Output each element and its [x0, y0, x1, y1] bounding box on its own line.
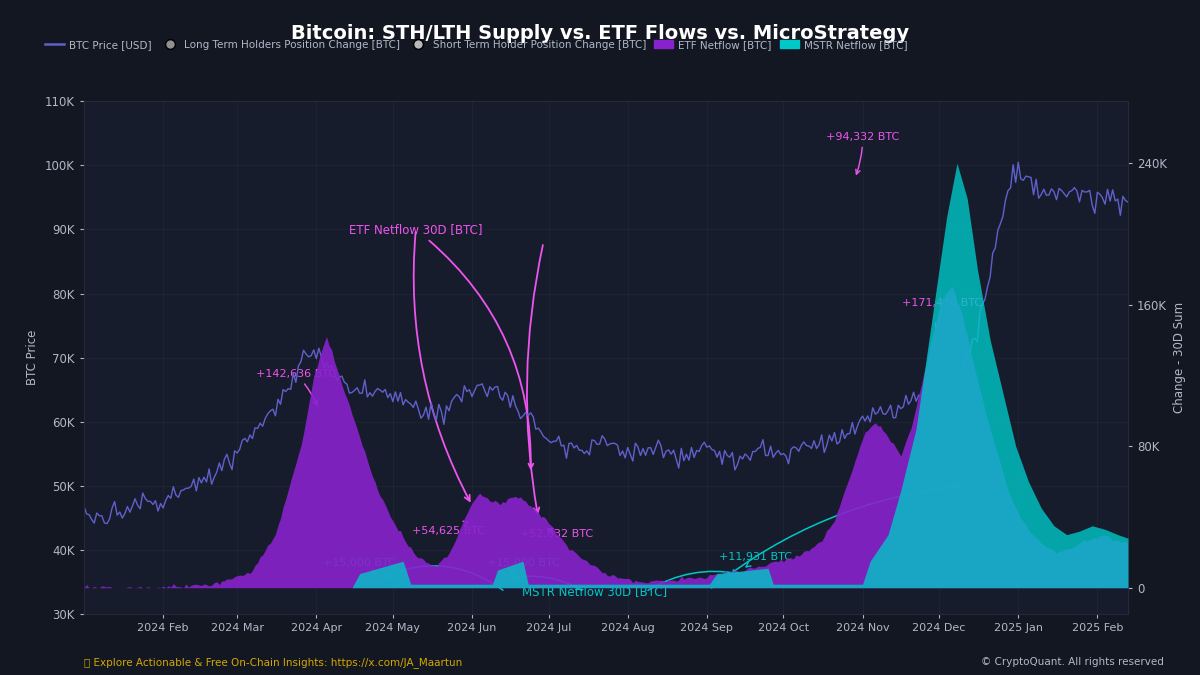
Y-axis label: BTC Price: BTC Price — [26, 330, 40, 385]
Y-axis label: Change - 30D Sum: Change - 30D Sum — [1172, 302, 1186, 413]
Text: +11,931 BTC: +11,931 BTC — [719, 551, 792, 567]
Text: 🔔 Explore Actionable & Free On-Chain Insights: https://x.com/JA_Maartun: 🔔 Explore Actionable & Free On-Chain Ins… — [84, 657, 462, 668]
Text: +94,332 BTC: +94,332 BTC — [826, 132, 899, 174]
Text: +142,636 BTC: +142,636 BTC — [256, 369, 336, 405]
Text: MSTR Netflow 30D [BTC]: MSTR Netflow 30D [BTC] — [522, 585, 667, 598]
Text: © CryptoQuant. All rights reserved: © CryptoQuant. All rights reserved — [982, 657, 1164, 667]
Text: +15,000 BTC: +15,000 BTC — [323, 558, 396, 574]
Text: +54,625 BTC: +54,625 BTC — [413, 521, 486, 536]
Text: +52,632 BTC: +52,632 BTC — [520, 529, 593, 539]
Text: ETF Netflow 30D [BTC]: ETF Netflow 30D [BTC] — [349, 223, 533, 468]
Text: +15,000 BTC: +15,000 BTC — [487, 558, 559, 573]
Text: +171,430 BTC: +171,430 BTC — [901, 298, 982, 328]
Legend: BTC Price [USD], Long Term Holders Position Change [BTC], Short Term Holder Posi: BTC Price [USD], Long Term Holders Posit… — [41, 36, 912, 54]
Text: Bitcoin: STH/LTH Supply vs. ETF Flows vs. MicroStrategy: Bitcoin: STH/LTH Supply vs. ETF Flows vs… — [290, 24, 910, 43]
